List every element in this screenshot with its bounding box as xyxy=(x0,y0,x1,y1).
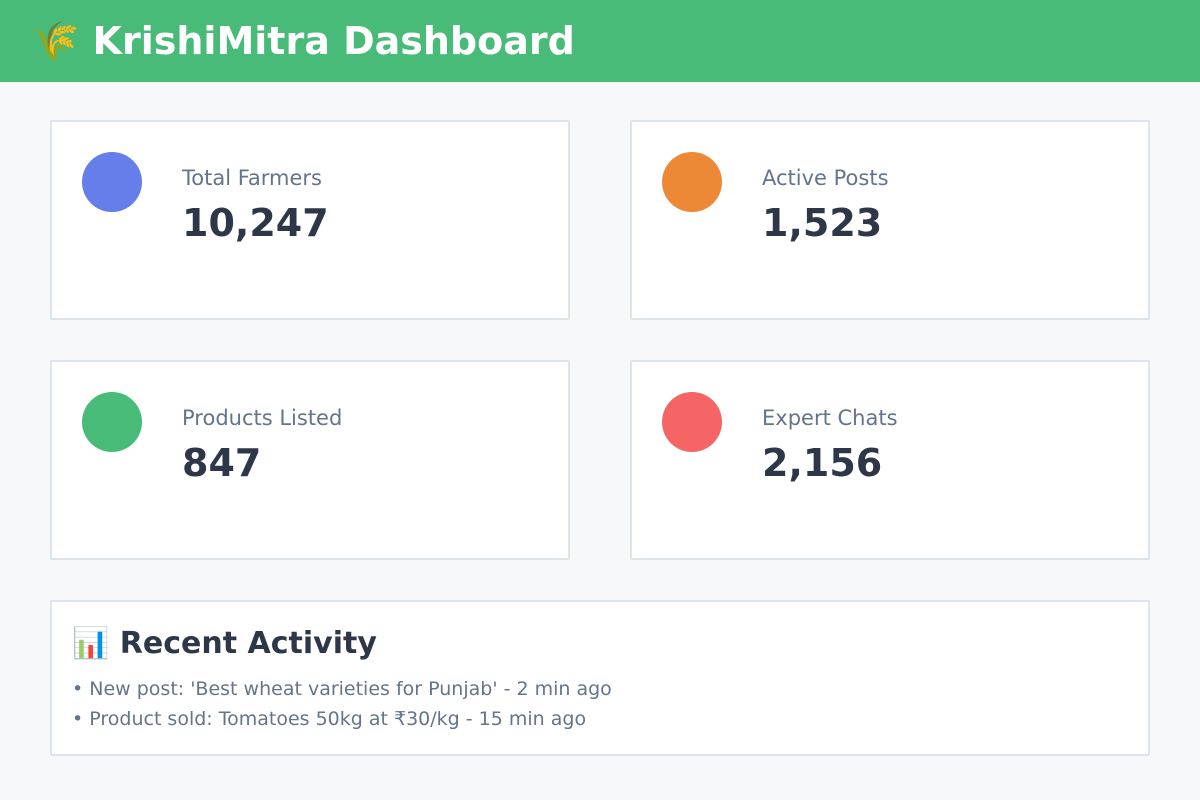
stat-text: Expert Chats 2,156 xyxy=(762,392,898,485)
stat-text: Active Posts 1,523 xyxy=(762,152,889,245)
activity-list-item: New post: 'Best wheat varieties for Punj… xyxy=(72,674,1128,704)
app-title: 🌾 KrishiMitra Dashboard xyxy=(32,18,575,63)
products-dot-icon xyxy=(82,392,142,452)
posts-dot-icon xyxy=(662,152,722,212)
chats-dot-icon xyxy=(662,392,722,452)
stat-value: 1,523 xyxy=(762,201,883,246)
farmers-dot-icon xyxy=(82,152,142,212)
activity-list-item: Product sold: Tomatoes 50kg at ₹30/kg - … xyxy=(72,704,1128,734)
stat-value: 847 xyxy=(182,441,262,486)
stat-value: 2,156 xyxy=(762,441,883,486)
stat-card-active-posts: Active Posts 1,523 xyxy=(630,120,1150,320)
app-header: 🌾 KrishiMitra Dashboard xyxy=(0,0,1200,82)
stat-text: Total Farmers 10,247 xyxy=(182,152,329,245)
stat-card-total-farmers: Total Farmers 10,247 xyxy=(50,120,570,320)
stat-text: Products Listed 847 xyxy=(182,392,342,485)
stat-card-expert-chats: Expert Chats 2,156 xyxy=(630,360,1150,560)
recent-activity-title: 📊 Recent Activity xyxy=(72,626,377,661)
stat-card-products-listed: Products Listed 847 xyxy=(50,360,570,560)
stat-label: Products Listed xyxy=(182,406,343,430)
stats-grid: Total Farmers 10,247 Active Posts 1,523 … xyxy=(50,120,1150,560)
stat-label: Expert Chats xyxy=(762,406,898,430)
recent-activity-list: New post: 'Best wheat varieties for Punj… xyxy=(72,674,1128,734)
stat-label: Active Posts xyxy=(762,166,889,190)
stat-label: Total Farmers xyxy=(182,166,322,190)
stat-value: 10,247 xyxy=(182,201,329,246)
dashboard-main: Total Farmers 10,247 Active Posts 1,523 … xyxy=(0,82,1200,756)
recent-activity-card: 📊 Recent Activity New post: 'Best wheat … xyxy=(50,600,1150,756)
